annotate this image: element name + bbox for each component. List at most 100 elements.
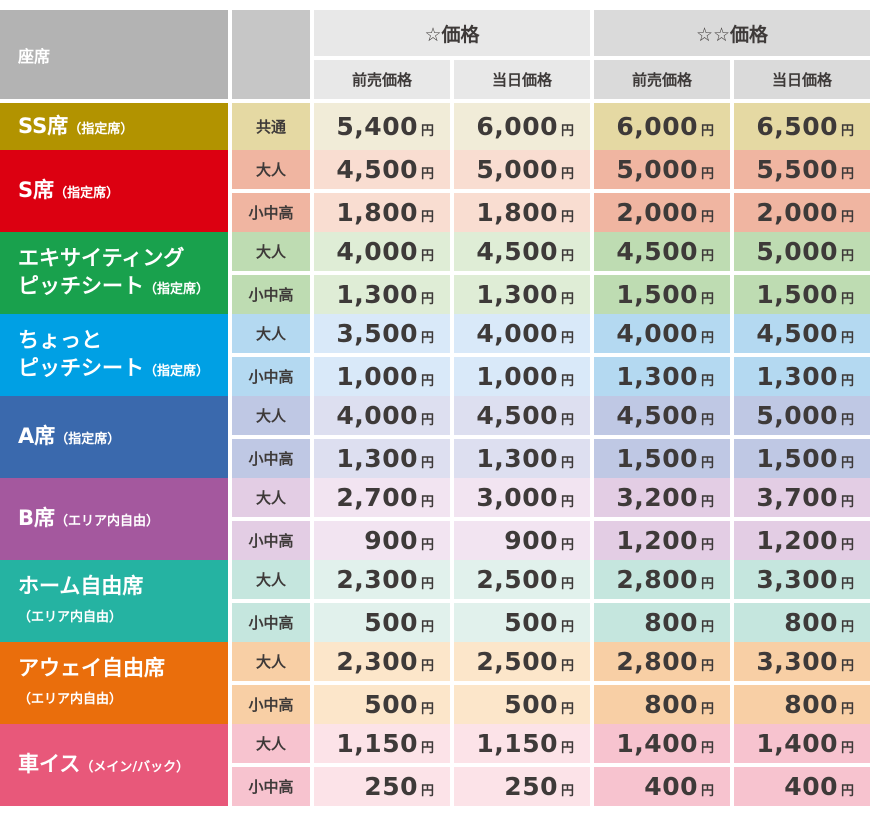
price-cell-doublestar-sameday: 1,200 円 — [734, 521, 870, 560]
price-value: 4,000 — [336, 237, 418, 266]
price-value: 2,000 — [756, 198, 838, 227]
yen-suffix: 円 — [560, 577, 574, 592]
header-seat-cell: 座席 — [0, 10, 228, 99]
price: 6,000 円 — [616, 112, 714, 141]
price: 1,500 円 — [756, 280, 854, 309]
seat-name-line: アウェイ自由席 — [18, 655, 228, 683]
price-cell-doublestar-advance: 4,500 円 — [594, 232, 730, 271]
price: 800 円 — [644, 608, 714, 637]
seat-name-main: エキサイティング — [18, 246, 185, 271]
seat-name-label: ホーム自由席 （エリア内自由） — [0, 560, 228, 642]
seat-name-main: B席 — [18, 506, 56, 531]
price-value: 5,500 — [756, 155, 838, 184]
price: 3,000 円 — [476, 483, 574, 512]
price: 2,800 円 — [616, 647, 714, 676]
yen-suffix: 円 — [560, 249, 574, 264]
seat-name-main: アウェイ自由席 — [18, 656, 165, 681]
seat-name-line: ちょっと — [18, 327, 228, 355]
price-value: 6,000 — [476, 112, 558, 141]
price-value: 3,700 — [756, 483, 838, 512]
price-value: 4,000 — [616, 319, 698, 348]
yen-suffix: 円 — [420, 577, 434, 592]
price-value: 1,500 — [616, 444, 698, 473]
price-value: 6,000 — [616, 112, 698, 141]
yen-suffix: 円 — [840, 331, 854, 346]
price-cell-doublestar-advance: 5,000 円 — [594, 150, 730, 189]
price-cell-star-advance: 500 円 — [314, 685, 450, 724]
price: 2,000 円 — [756, 198, 854, 227]
ticket-type-cell: 小中高 — [232, 357, 310, 396]
price-cell-star-sameday: 1,000 円 — [454, 357, 590, 396]
seat-name-line: B席（エリア内自由） — [18, 505, 228, 533]
seat-name-note: （メイン/バック） — [80, 760, 190, 776]
price-value: 1,800 — [336, 198, 418, 227]
price-cell-doublestar-sameday: 800 円 — [734, 603, 870, 642]
header-group-doublestar-price: ☆☆価格 — [594, 10, 870, 56]
price-cell-doublestar-advance: 2,800 円 — [594, 560, 730, 599]
price-value: 250 — [364, 772, 418, 801]
header-star-sameday: 当日価格 — [454, 60, 590, 99]
yen-suffix: 円 — [560, 331, 574, 346]
seat-name-note: （エリア内自由） — [55, 514, 160, 530]
header-ticket-type-cell — [232, 10, 310, 99]
price: 5,500 円 — [756, 155, 854, 184]
ticket-type-cell: 大人 — [232, 232, 310, 271]
price: 5,000 円 — [756, 237, 854, 266]
seat-name-main: 車イス — [18, 752, 81, 777]
price-value: 1,150 — [336, 729, 418, 758]
yen-suffix: 円 — [700, 495, 714, 510]
price-cell-star-advance: 2,300 円 — [314, 560, 450, 599]
price-cell-doublestar-advance: 400 円 — [594, 767, 730, 806]
price: 1,000 円 — [476, 362, 574, 391]
price-cell-doublestar-sameday: 5,000 円 — [734, 396, 870, 435]
price-value: 500 — [504, 608, 558, 637]
price: 400 円 — [784, 772, 854, 801]
price-value: 4,500 — [476, 401, 558, 430]
price-cell-doublestar-advance: 2,000 円 — [594, 193, 730, 232]
ticket-type-cell: 大人 — [232, 314, 310, 353]
yen-suffix: 円 — [420, 292, 434, 307]
seat-name-line: ピッチシート（指定席） — [18, 273, 228, 301]
price: 4,000 円 — [336, 237, 434, 266]
yen-suffix: 円 — [420, 124, 434, 139]
ticket-type-cell: 大人 — [232, 642, 310, 681]
price-value: 900 — [504, 526, 558, 555]
seat-name-line: S席（指定席） — [18, 177, 228, 205]
price-value: 800 — [644, 608, 698, 637]
price-value: 3,300 — [756, 647, 838, 676]
price: 4,500 円 — [336, 155, 434, 184]
yen-suffix: 円 — [560, 702, 574, 717]
price-cell-doublestar-advance: 3,200 円 — [594, 478, 730, 517]
ticket-type-cell: 大人 — [232, 724, 310, 763]
price-cell-doublestar-sameday: 1,500 円 — [734, 439, 870, 478]
seat-name-main: ピッチシート — [18, 356, 144, 380]
yen-suffix: 円 — [840, 210, 854, 225]
price-cell-star-sameday: 2,500 円 — [454, 642, 590, 681]
yen-suffix: 円 — [560, 456, 574, 471]
price-cell-star-advance: 4,500 円 — [314, 150, 450, 189]
yen-suffix: 円 — [560, 659, 574, 674]
price-value: 4,000 — [476, 319, 558, 348]
yen-suffix: 円 — [420, 331, 434, 346]
price-value: 400 — [784, 772, 838, 801]
price-cell-star-sameday: 500 円 — [454, 603, 590, 642]
price-cell-star-advance: 900 円 — [314, 521, 450, 560]
price-cell-star-sameday: 2,500 円 — [454, 560, 590, 599]
price-cell-star-advance: 4,000 円 — [314, 232, 450, 271]
yen-suffix: 円 — [700, 741, 714, 756]
yen-suffix: 円 — [420, 374, 434, 389]
price-value: 4,000 — [336, 401, 418, 430]
yen-suffix: 円 — [700, 659, 714, 674]
price-cell-star-sameday: 6,000 円 — [454, 103, 590, 150]
price-value: 1,800 — [476, 198, 558, 227]
header-doublestar-advance: 前売価格 — [594, 60, 730, 99]
price: 1,500 円 — [616, 280, 714, 309]
price-cell-star-advance: 2,300 円 — [314, 642, 450, 681]
price-cell-star-sameday: 3,000 円 — [454, 478, 590, 517]
yen-suffix: 円 — [840, 659, 854, 674]
price-cell-doublestar-sameday: 1,500 円 — [734, 275, 870, 314]
price: 900 円 — [364, 526, 434, 555]
price-cell-doublestar-advance: 1,500 円 — [594, 275, 730, 314]
price-cell-doublestar-sameday: 3,300 円 — [734, 560, 870, 599]
yen-suffix: 円 — [840, 577, 854, 592]
